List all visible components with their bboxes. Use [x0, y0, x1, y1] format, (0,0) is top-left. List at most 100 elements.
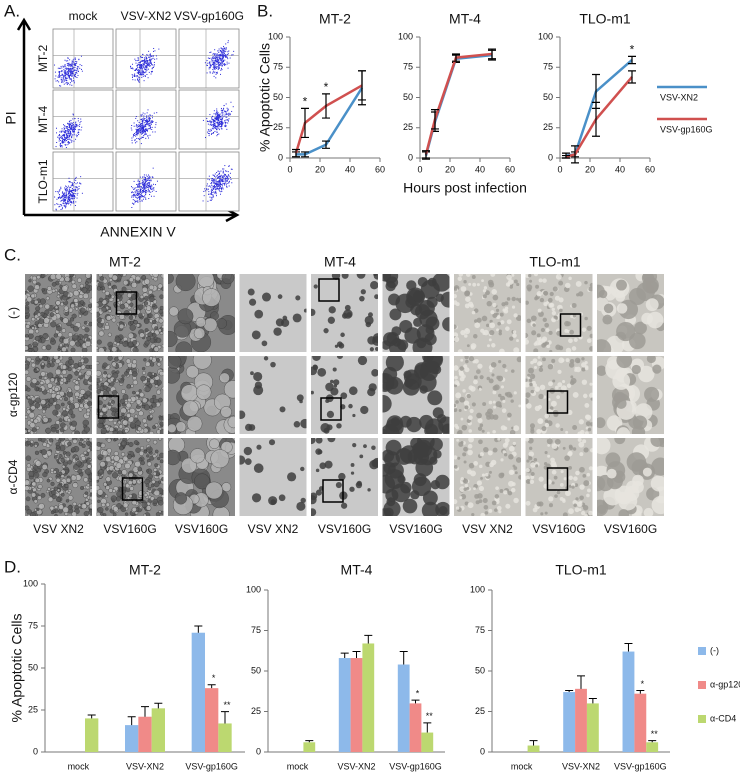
- cell: [72, 512, 77, 517]
- cell: [144, 296, 148, 300]
- dot: [220, 63, 221, 64]
- dot: [213, 72, 214, 73]
- cell: [111, 400, 115, 404]
- cell: [76, 342, 81, 347]
- cell: [219, 373, 229, 383]
- dot: [151, 184, 152, 185]
- dot: [75, 70, 76, 71]
- dot: [73, 70, 74, 71]
- dot: [228, 118, 229, 119]
- dot: [141, 183, 142, 184]
- dot: [145, 197, 146, 198]
- dot: [150, 125, 151, 126]
- dot: [133, 135, 134, 136]
- cell: [23, 346, 28, 351]
- cell: [454, 376, 458, 380]
- dot: [223, 168, 224, 169]
- cell: [553, 286, 558, 291]
- cell: [456, 426, 460, 430]
- dot: [134, 181, 135, 182]
- dot: [139, 65, 140, 66]
- dot: [82, 193, 83, 194]
- dot: [63, 135, 64, 136]
- cell: [87, 464, 91, 468]
- dot: [66, 203, 67, 204]
- dot: [144, 195, 145, 196]
- dot: [69, 189, 70, 190]
- cell: [403, 379, 420, 396]
- dot: [220, 183, 221, 184]
- cell: [415, 304, 430, 319]
- dot: [226, 176, 227, 177]
- cell: [492, 303, 496, 307]
- cell: [550, 292, 554, 296]
- dot: [76, 187, 77, 188]
- cell: [358, 356, 367, 365]
- dot: [215, 180, 216, 181]
- cell: [542, 357, 546, 361]
- dot: [136, 138, 137, 139]
- cell: [149, 474, 153, 478]
- dot: [155, 184, 156, 185]
- dot: [141, 134, 142, 135]
- cell: [304, 309, 308, 313]
- dot: [146, 116, 147, 117]
- dot: [70, 128, 71, 129]
- dot: [219, 62, 220, 63]
- cell: [477, 364, 482, 369]
- dot: [222, 59, 223, 60]
- dot: [216, 179, 217, 180]
- dot: [150, 179, 151, 180]
- dot: [80, 121, 81, 122]
- cell: [371, 369, 379, 377]
- dot: [212, 199, 213, 200]
- cell: [142, 287, 147, 292]
- cell: [417, 324, 435, 342]
- dot: [216, 74, 217, 75]
- dot: [226, 119, 227, 120]
- cell: [62, 370, 67, 375]
- cell: [80, 355, 83, 358]
- dot: [77, 193, 78, 194]
- cell: [351, 463, 355, 467]
- cell: [153, 499, 158, 504]
- dot: [225, 125, 226, 126]
- dot: [143, 199, 144, 200]
- cell: [337, 353, 343, 359]
- cell: [133, 380, 138, 385]
- dot: [69, 191, 70, 192]
- cell: [105, 495, 108, 498]
- cell: [482, 316, 488, 322]
- dot: [67, 189, 68, 190]
- cell: [102, 327, 105, 330]
- dot: [71, 81, 72, 82]
- dot: [220, 70, 221, 71]
- dot: [80, 64, 81, 65]
- cell: [111, 408, 115, 412]
- cell: [98, 457, 101, 460]
- cell: [149, 410, 152, 413]
- dot: [63, 198, 64, 199]
- cell: [148, 487, 151, 490]
- cell: [556, 395, 560, 399]
- cell: [154, 490, 160, 496]
- dot: [137, 78, 138, 79]
- dot: [135, 191, 136, 192]
- cell: [97, 489, 103, 495]
- dot: [207, 183, 208, 184]
- cell: [51, 482, 55, 486]
- dot: [225, 43, 226, 44]
- dot: [148, 128, 149, 129]
- dot: [142, 60, 143, 61]
- cell: [480, 375, 484, 379]
- cell: [90, 461, 93, 464]
- dot: [220, 74, 221, 75]
- dot: [71, 64, 72, 65]
- dot: [65, 130, 66, 131]
- row-label: TLO-m1: [36, 159, 50, 203]
- dot: [133, 136, 134, 137]
- dot-plot: [179, 90, 239, 149]
- dot: [221, 128, 222, 129]
- cell: [213, 506, 230, 523]
- dot: [156, 112, 157, 113]
